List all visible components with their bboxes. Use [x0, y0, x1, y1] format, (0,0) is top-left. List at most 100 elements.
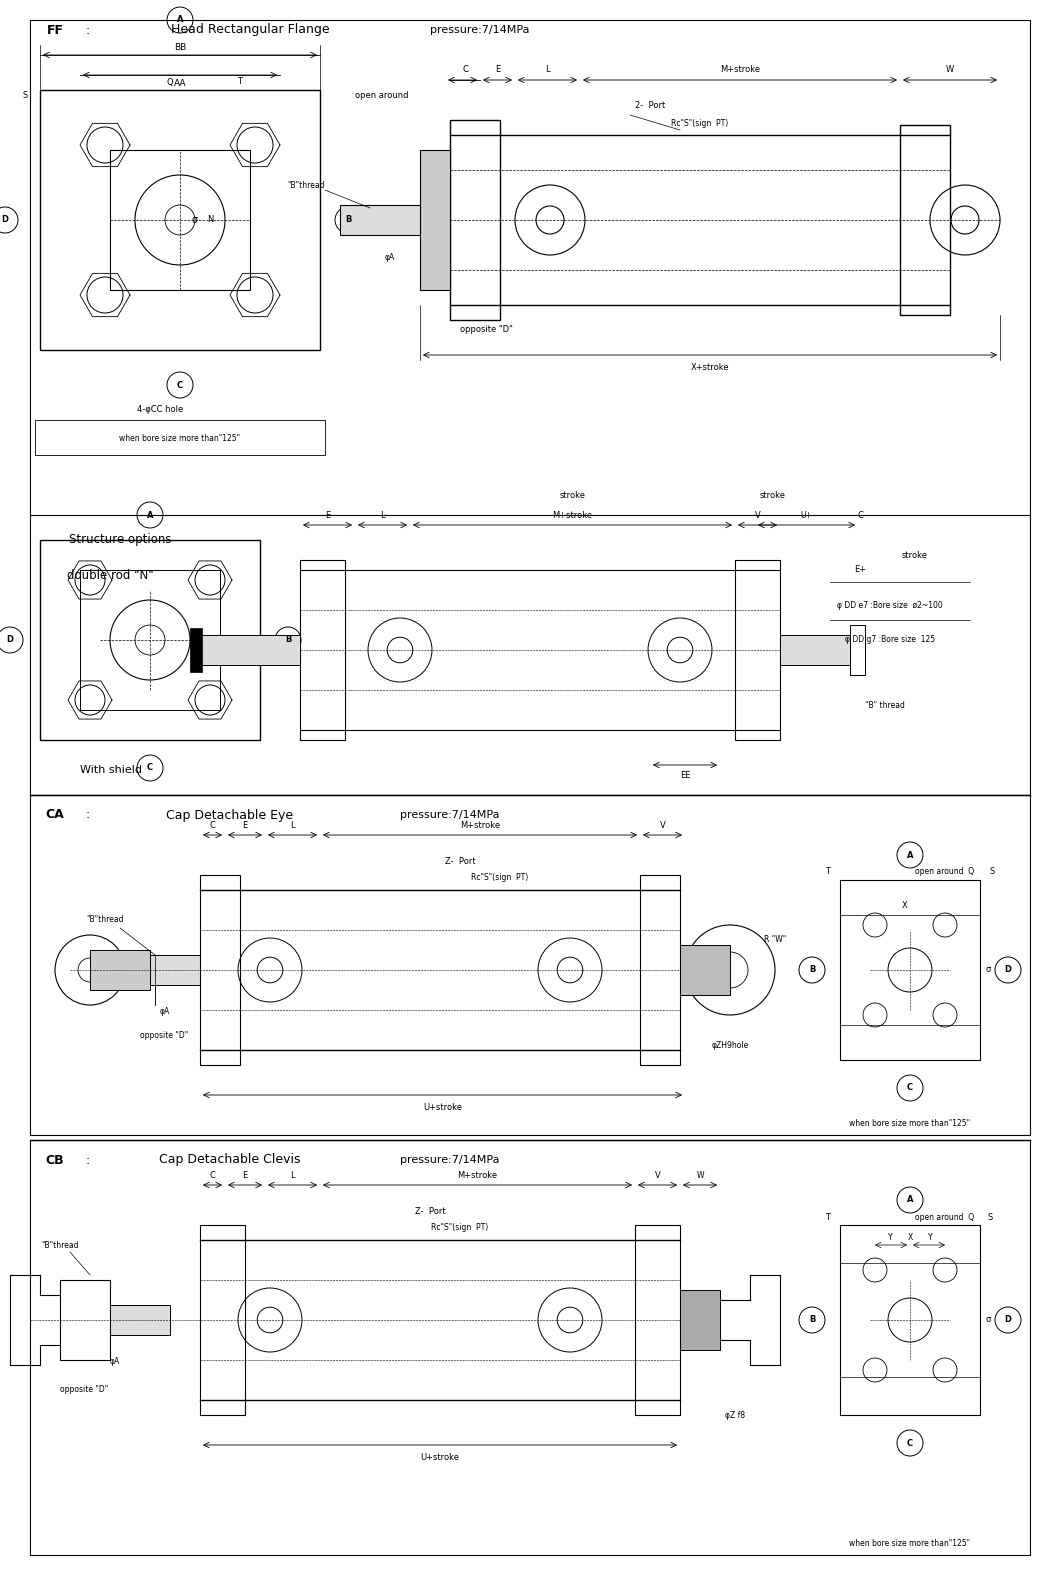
Text: Rc"S"(sign  PT): Rc"S"(sign PT)	[472, 873, 529, 882]
Text: "B" thread: "B" thread	[865, 700, 905, 710]
Bar	[640, 874, 681, 1064]
Bar	[30, 20, 1030, 794]
Text: A: A	[906, 851, 914, 859]
Text: open around  Q: open around Q	[915, 1212, 974, 1221]
Text: M+stroke: M+stroke	[720, 66, 760, 74]
Text: stroke: stroke	[560, 490, 585, 499]
Text: X: X	[902, 901, 907, 909]
Text: B: B	[809, 1316, 815, 1325]
Text: 2-  Port: 2- Port	[635, 100, 665, 110]
Bar	[300, 560, 344, 739]
Text: stroke: stroke	[902, 551, 928, 559]
Bar	[60, 1280, 110, 1360]
Text: C: C	[210, 821, 215, 829]
Text: Rc"S"(sign  PT): Rc"S"(sign PT)	[671, 118, 728, 127]
Text: Q: Q	[166, 77, 174, 86]
Text: φA: φA	[385, 253, 395, 262]
Text: FF: FF	[47, 24, 64, 36]
Text: pressure:7/14MPa: pressure:7/14MPa	[430, 25, 530, 35]
Text: W: W	[696, 1171, 704, 1179]
Text: D: D	[1005, 966, 1011, 975]
Text: B: B	[344, 215, 351, 225]
Text: R "W": R "W"	[764, 936, 787, 945]
Bar	[420, 151, 450, 290]
Text: V: V	[755, 510, 760, 520]
Text: φ DD g7 :Bore size  125: φ DD g7 :Bore size 125	[845, 636, 935, 645]
Text: A: A	[906, 1195, 914, 1204]
Text: opposite "D": opposite "D"	[140, 1030, 189, 1039]
Bar	[900, 126, 950, 316]
Text: L: L	[290, 1171, 295, 1179]
Text: σ: σ	[985, 966, 990, 975]
Text: S: S	[990, 868, 995, 876]
Text: σ: σ	[985, 1316, 990, 1325]
Text: M+stroke: M+stroke	[460, 821, 500, 829]
Text: Z-  Port: Z- Port	[414, 1207, 445, 1217]
Text: Cap Detachable Clevis: Cap Detachable Clevis	[159, 1154, 301, 1167]
Text: U+stroke: U+stroke	[421, 1452, 459, 1462]
Bar	[735, 560, 780, 739]
Text: E: E	[495, 66, 500, 74]
Text: when bore size more than"125": when bore size more than"125"	[849, 1118, 971, 1127]
Text: E: E	[243, 1171, 248, 1179]
Text: C: C	[907, 1438, 913, 1448]
Text: U+: U+	[800, 510, 812, 520]
Text: Cap Detachable Eye: Cap Detachable Eye	[166, 809, 294, 821]
Text: open around: open around	[355, 91, 408, 99]
Bar	[110, 1305, 170, 1334]
Text: φZH9hole: φZH9hole	[711, 1041, 748, 1049]
Text: pressure:7/14MPa: pressure:7/14MPa	[401, 810, 499, 820]
Text: BB: BB	[174, 42, 187, 52]
Text: B: B	[285, 636, 292, 645]
Text: opposite "D": opposite "D"	[460, 325, 513, 334]
Text: C: C	[858, 510, 863, 520]
Text: D: D	[1005, 1316, 1011, 1325]
Text: A: A	[146, 510, 154, 520]
Text: S: S	[988, 1212, 993, 1221]
Text: With shield: With shield	[80, 765, 142, 776]
Bar	[840, 881, 981, 1060]
Text: "B"thread: "B"thread	[41, 1240, 78, 1250]
Text: Rc"S"(sign  PT): Rc"S"(sign PT)	[431, 1223, 489, 1232]
Bar	[200, 874, 240, 1064]
Text: opposite "D": opposite "D"	[60, 1385, 108, 1394]
Text: φ DD e7 :Bore size  ø2~100: φ DD e7 :Bore size ø2~100	[837, 600, 943, 609]
Bar	[780, 634, 850, 666]
Text: T: T	[237, 77, 243, 86]
Bar	[200, 1225, 245, 1415]
Text: M+stroke: M+stroke	[552, 510, 593, 520]
Text: S: S	[22, 91, 28, 99]
Text: CA: CA	[46, 809, 65, 821]
Bar	[450, 119, 500, 320]
Text: U+stroke: U+stroke	[423, 1102, 462, 1112]
Text: stroke: stroke	[760, 490, 785, 499]
Bar	[35, 421, 325, 455]
Text: C: C	[462, 66, 467, 74]
Text: Z-  Port: Z- Port	[445, 857, 475, 867]
Text: φA: φA	[110, 1358, 120, 1366]
Text: V: V	[659, 821, 666, 829]
Text: L: L	[379, 510, 385, 520]
Text: when bore size more than"125": when bore size more than"125"	[120, 433, 241, 443]
Text: pressure:7/14MPa: pressure:7/14MPa	[401, 1156, 499, 1165]
Text: "B"thread: "B"thread	[86, 915, 124, 925]
Text: L: L	[545, 66, 550, 74]
Bar	[30, 794, 1030, 1135]
Text: CB: CB	[46, 1154, 65, 1167]
Bar	[151, 955, 200, 984]
Text: φZ f8: φZ f8	[725, 1410, 745, 1419]
Text: EE: EE	[679, 771, 690, 779]
Text: M+stroke: M+stroke	[458, 1171, 497, 1179]
Text: T: T	[825, 1212, 830, 1221]
Bar	[110, 151, 250, 290]
Text: Structure options: Structure options	[69, 534, 172, 546]
Text: C: C	[210, 1171, 215, 1179]
Bar	[40, 540, 260, 739]
Bar	[681, 1291, 720, 1350]
Bar	[30, 1140, 1030, 1554]
Text: E+: E+	[854, 565, 866, 575]
Text: D: D	[6, 636, 14, 645]
Bar	[340, 206, 420, 236]
Text: open around  Q: open around Q	[915, 868, 974, 876]
Text: X+stroke: X+stroke	[691, 363, 729, 372]
